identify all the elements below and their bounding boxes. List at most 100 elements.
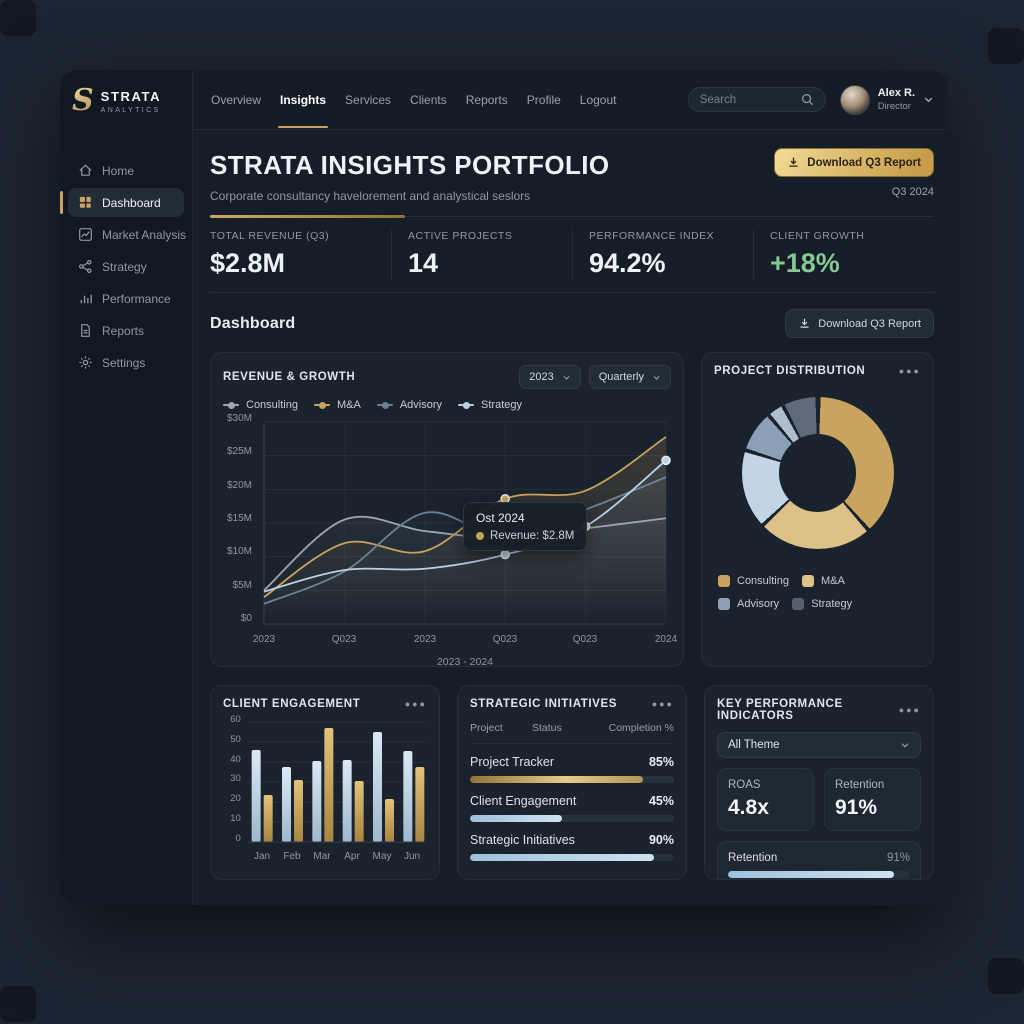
row-completion: 45% [648,794,674,808]
kpi-roas-box: ROAS 4.8x [717,768,814,831]
chevron-down-icon [653,375,660,380]
card-title: STRATEGIC INITIATIVES [470,698,617,710]
download-report-button[interactable]: Download Q3 Report [774,148,934,177]
card-title: CLIENT ENGAGEMENT [223,698,361,710]
row-project: Client Engagement [470,794,577,808]
search-input[interactable] [699,93,795,106]
x-axis-labels: 2023 Q023 2023 Q023 Q023 2024 [252,634,678,645]
app-window: S STRATA ANALYTICS Home Dashboard Market [60,70,948,905]
legend-swatch [792,598,805,610]
stat-value: 94.2% [589,248,666,278]
legend-swatch [718,598,730,610]
page-header: STRATA INSIGHTS PORTFOLIO Corporate cons… [210,130,934,218]
download-report-label: Download Q3 Report [818,317,921,330]
legend-label: Advisory [737,598,780,610]
chart-tooltip: Ost 2024 Revenue: $2.8M [463,502,588,551]
top-navbar: Overview Insights Services Clients Repor… [193,70,948,130]
legend-marker [458,401,475,409]
legend-swatch [801,575,814,587]
legend-label: Advisory [399,399,443,411]
progress-track [470,815,674,822]
nav-link-overview[interactable]: Overview [211,92,262,107]
sidebar-item-label: Settings [102,355,146,370]
sidebar-item-label: Reports [102,323,145,338]
nav-link-profile[interactable]: Profile [526,92,561,107]
chevron-down-icon [924,97,933,103]
column-header: Project [470,722,503,734]
download-report-button-secondary[interactable]: Download Q3 Report [785,309,934,338]
dashboard-section-header: Dashboard Download Q3 Report [210,293,934,352]
project-distribution-card: PROJECT DISTRIBUTION ●●● Consulting M&A … [701,352,934,667]
stats-row: TOTAL REVENUE (Q3) $2.8M ACTIVE PROJECTS… [210,217,934,293]
report-period: Q3 2024 [891,186,934,198]
more-menu-icon[interactable]: ●●● [404,699,427,709]
sidebar-item-strategy[interactable]: Strategy [68,252,184,281]
year-select[interactable]: 2023 [519,365,581,389]
progress-fill [728,871,894,878]
progress-fill [470,815,562,822]
legend-item: M&A [801,575,845,587]
stat-label: TOTAL REVENUE (Q3) [210,230,330,242]
table-row: Client Engagement 45% [470,794,674,822]
more-menu-icon[interactable]: ●●● [898,705,921,715]
sidebar-item-market-analysis[interactable]: Market Analysis [68,220,187,249]
nav-link-clients[interactable]: Clients [410,92,447,107]
legend-marker [223,401,239,409]
theme-filter-select[interactable]: All Theme [717,732,921,758]
year-select-value: 2023 [529,371,554,383]
progress-fill [470,776,644,783]
kpi-value: 91% [835,796,878,819]
sidebar-item-label: Performance [102,291,171,306]
nav-link-insights[interactable]: Insights [278,89,329,128]
nav-link-reports[interactable]: Reports [465,92,508,107]
sidebar-item-reports[interactable]: Reports [68,316,184,345]
nav-link-logout[interactable]: Logout [579,92,617,107]
legend-marker [313,401,330,409]
more-menu-icon[interactable]: ●●● [651,699,674,709]
x-axis-labels: Jan Feb Mar Apr May Jun [253,851,421,862]
sidebar-item-dashboard[interactable]: Dashboard [60,188,184,217]
kpi-card: KEY PERFORMANCE INDICATORS ●●● All Theme… [704,685,934,880]
legend-label: Consulting [737,575,789,587]
corner-decoration [988,28,1024,64]
sidebar-item-label: Market Analysis [102,227,187,242]
line-chart-icon [79,228,92,241]
nav-link-services[interactable]: Services [345,92,392,107]
main-content: STRATA INSIGHTS PORTFOLIO Corporate cons… [193,130,948,905]
interval-select[interactable]: Quarterly [588,365,671,389]
stat-performance-index: PERFORMANCE INDEX 94.2% [572,230,753,279]
donut-chart [741,397,894,549]
legend-item: Strategy [792,598,852,610]
chevron-down-icon [901,743,909,748]
x-axis-title: 2023 - 2024 [436,656,494,667]
avatar [839,84,870,115]
user-menu[interactable]: Alex R. Director [839,84,934,115]
search-box[interactable] [687,87,826,112]
revenue-growth-card: REVENUE & GROWTH 2023 Quarterly [210,352,684,667]
stat-active-projects: ACTIVE PROJECTS 14 [391,230,572,279]
sidebar-item-settings[interactable]: Settings [68,348,184,377]
stat-value: 14 [408,248,439,278]
legend-item: Consulting [223,399,298,411]
legend-label: M&A [820,575,845,587]
brand-mark: S [72,83,94,118]
sidebar-item-performance[interactable]: Performance [68,284,184,313]
page-title: STRATA INSIGHTS PORTFOLIO [210,150,610,180]
progress-track [728,871,910,878]
tooltip-title: Ost 2024 [476,511,525,525]
card-title: KEY PERFORMANCE INDICATORS [717,698,843,722]
chevron-down-icon [563,375,570,380]
legend-label: Strategy [481,399,522,411]
more-menu-icon[interactable]: ●●● [898,366,921,376]
row-project: Strategic Initiatives [470,833,575,847]
progress-track [470,854,674,861]
document-icon [81,324,90,337]
sidebar-item-label: Strategy [102,259,147,274]
sidebar-item-home[interactable]: Home [68,156,184,185]
y-axis-labels: $30M $25M $20M $15M $10M $5M $0 [226,413,252,624]
progress-fill [470,854,654,861]
row-project: Project Tracker [470,755,555,769]
row-completion: 90% [648,833,674,847]
client-engagement-card: CLIENT ENGAGEMENT ●●● 60 50 40 30 20 10 0 [210,685,440,880]
